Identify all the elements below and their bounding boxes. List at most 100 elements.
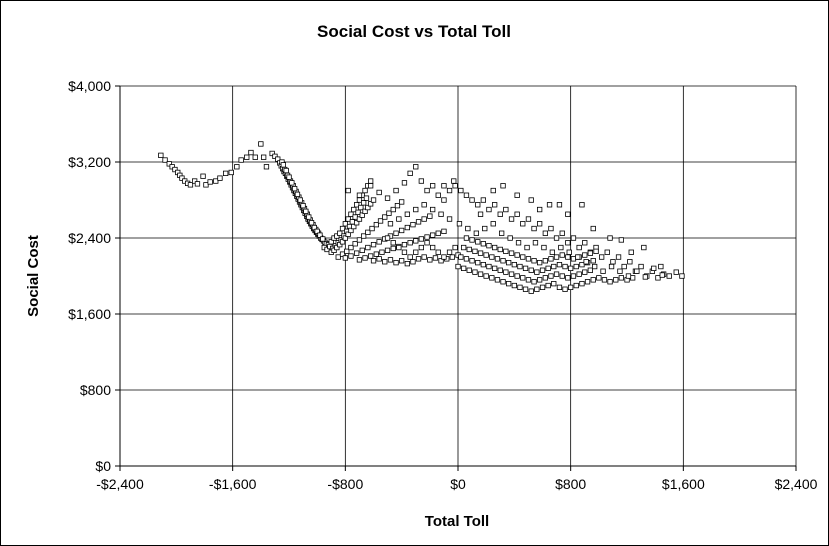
scatter-point xyxy=(559,252,565,258)
scatter-point xyxy=(424,240,430,246)
scatter-point xyxy=(365,244,371,251)
scatter-point xyxy=(568,284,574,291)
x-tick-label: $800 xyxy=(555,476,586,492)
chart-title: Social Cost vs Total Toll xyxy=(317,22,511,41)
scatter-point xyxy=(507,235,513,241)
scatter-point xyxy=(396,244,402,251)
scatter-point xyxy=(413,238,419,244)
y-axis-title: Social Cost xyxy=(25,235,42,317)
scatter-point xyxy=(546,202,553,208)
axes xyxy=(115,85,797,471)
scatter-point xyxy=(570,256,577,262)
scatter-point xyxy=(286,174,292,180)
scatter-point xyxy=(342,255,349,261)
scatter-point xyxy=(407,170,413,177)
scatter-point xyxy=(531,225,537,232)
scatter-point xyxy=(222,170,229,177)
x-tick-label: -$2,400 xyxy=(96,476,144,492)
scatter-point xyxy=(500,258,506,264)
scatter-point xyxy=(342,235,349,241)
scatter-point xyxy=(320,236,326,242)
scatter-point xyxy=(413,206,419,213)
scatter-point xyxy=(545,265,551,272)
scatter-point xyxy=(172,166,178,173)
scatter-point xyxy=(418,244,425,251)
scatter-point xyxy=(576,244,582,251)
scatter-point xyxy=(342,221,349,227)
scatter-point xyxy=(435,249,441,255)
scatter-point xyxy=(280,162,287,168)
y-tick-label: $1,600 xyxy=(68,306,111,322)
scatter-point xyxy=(489,254,495,260)
scatter-point xyxy=(348,211,354,217)
scatter-point xyxy=(475,239,481,245)
scatter-point xyxy=(393,230,399,236)
scatter-point xyxy=(407,240,413,246)
scatter-point xyxy=(542,258,548,264)
scatter-point xyxy=(469,258,475,264)
scatter-point xyxy=(469,197,475,203)
scatter-point xyxy=(382,259,388,265)
scatter-point xyxy=(618,237,624,243)
scatter-point xyxy=(213,178,219,184)
scatter-point xyxy=(486,263,492,270)
x-tick-label: -$1,600 xyxy=(209,476,257,492)
scatter-point xyxy=(234,164,240,170)
scatter-point xyxy=(455,263,461,270)
scatter-point xyxy=(306,214,312,220)
scatter-point xyxy=(482,225,488,232)
y-tick-label: $3,200 xyxy=(68,154,111,170)
scatter-point xyxy=(344,248,350,255)
scatter-point xyxy=(508,216,515,222)
scatter-point xyxy=(583,259,589,265)
scatter-point xyxy=(162,157,168,163)
scatter-point xyxy=(524,244,530,251)
scatter-point xyxy=(217,175,223,181)
scatter-point xyxy=(655,275,661,281)
scatter-point xyxy=(260,154,267,160)
scatter-point xyxy=(166,161,172,167)
scatter-point xyxy=(421,216,427,222)
scatter-point xyxy=(429,183,436,189)
scatter-point xyxy=(480,261,487,268)
scatter-point xyxy=(238,157,244,163)
scatter-point xyxy=(355,209,361,216)
scatter-point xyxy=(370,197,377,203)
scatter-point xyxy=(528,267,534,273)
scatter-point xyxy=(446,187,453,194)
scatter-point xyxy=(545,282,551,289)
scatter-point xyxy=(634,268,640,274)
scatter-point xyxy=(283,167,289,174)
scatter-point xyxy=(370,258,377,264)
scatter-point xyxy=(531,258,537,264)
scatter-point xyxy=(427,257,433,263)
scatter-point xyxy=(542,275,548,281)
scatter-point xyxy=(352,241,358,247)
scatter-point xyxy=(393,187,399,194)
scatter-point xyxy=(553,235,560,241)
scatter-point xyxy=(490,187,496,194)
scatter-point xyxy=(641,244,647,251)
scatter-point xyxy=(539,284,546,291)
scatter-point xyxy=(480,241,487,247)
scatter-point xyxy=(556,261,563,268)
scatter-point xyxy=(503,269,509,275)
scatter-point xyxy=(314,228,320,235)
scatter-point xyxy=(248,149,254,156)
scatter-point xyxy=(356,192,363,198)
scatter-point xyxy=(584,279,591,285)
scatter-point xyxy=(491,265,498,272)
scatter-point xyxy=(393,259,399,266)
scatter-point xyxy=(659,272,665,278)
scatter-point xyxy=(441,228,447,235)
scatter-point xyxy=(537,259,543,266)
scatter-point xyxy=(522,265,529,272)
scatter-point xyxy=(658,263,664,270)
x-tick-label: $2,400 xyxy=(775,476,818,492)
scatter-point xyxy=(489,275,495,281)
scatter-point xyxy=(568,265,574,272)
scatter-point xyxy=(376,189,382,196)
scatter-point xyxy=(359,212,365,218)
scatter-point xyxy=(565,240,571,246)
